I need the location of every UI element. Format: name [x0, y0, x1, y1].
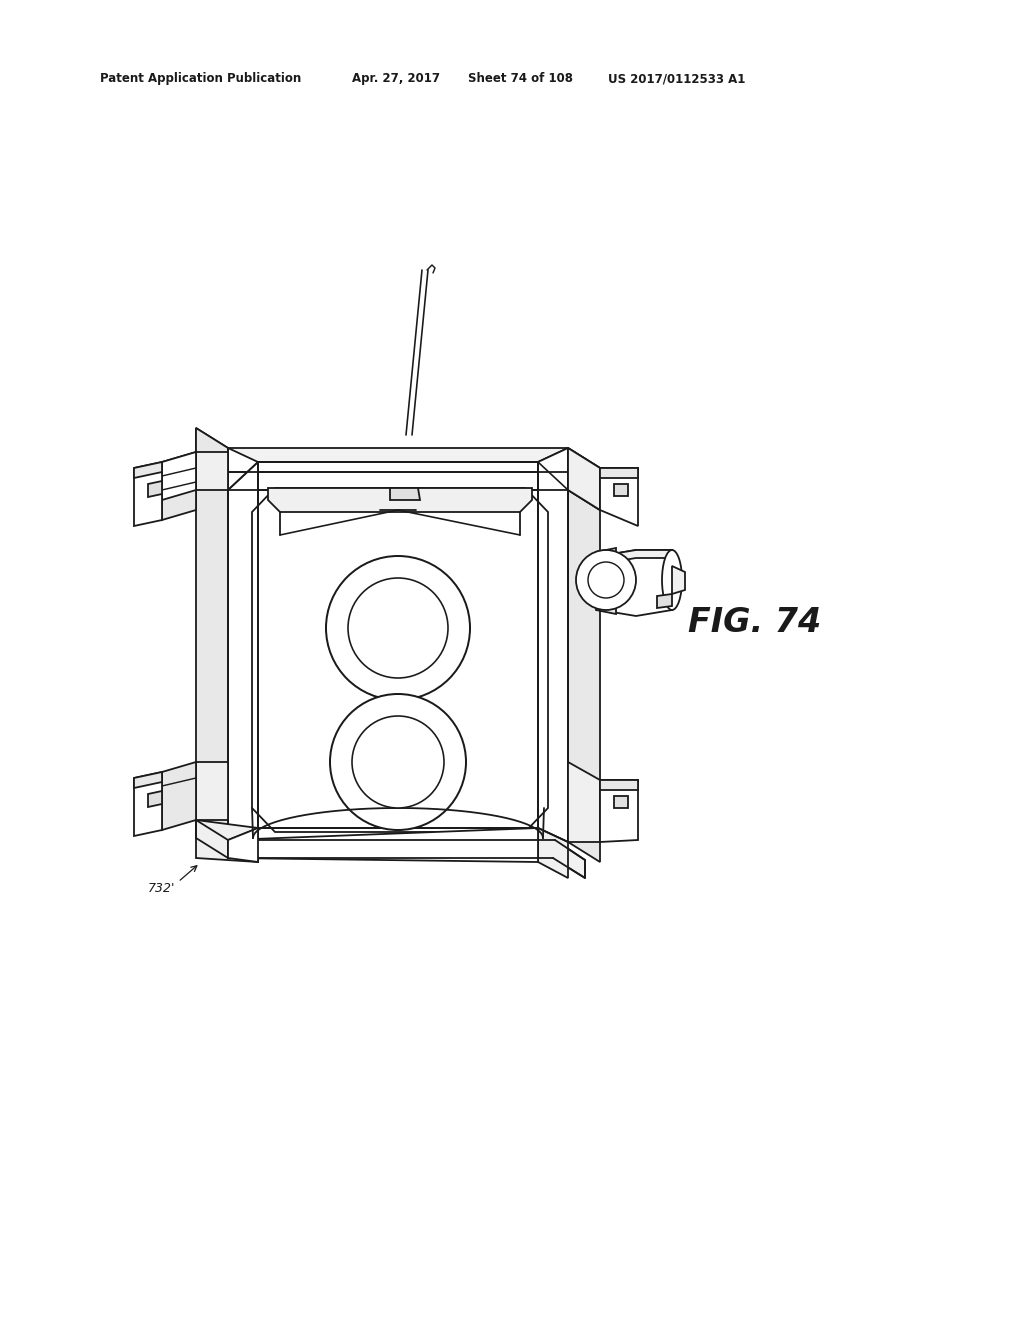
Polygon shape — [196, 428, 228, 840]
Polygon shape — [600, 469, 638, 525]
Text: Apr. 27, 2017: Apr. 27, 2017 — [352, 73, 440, 84]
Ellipse shape — [662, 550, 682, 610]
Polygon shape — [568, 762, 600, 842]
Polygon shape — [600, 550, 672, 616]
Polygon shape — [196, 820, 258, 862]
Polygon shape — [228, 462, 258, 840]
Polygon shape — [228, 828, 258, 862]
Polygon shape — [390, 488, 420, 500]
Polygon shape — [162, 451, 196, 520]
Polygon shape — [196, 762, 228, 820]
Polygon shape — [228, 447, 258, 840]
Circle shape — [575, 550, 636, 610]
Polygon shape — [162, 762, 196, 830]
Polygon shape — [600, 469, 638, 478]
Text: 732': 732' — [148, 882, 175, 895]
Circle shape — [352, 715, 444, 808]
Polygon shape — [568, 447, 600, 862]
Polygon shape — [538, 447, 568, 842]
Polygon shape — [252, 488, 548, 832]
Polygon shape — [568, 447, 600, 510]
Polygon shape — [134, 462, 162, 478]
Polygon shape — [196, 820, 585, 878]
Circle shape — [330, 694, 466, 830]
Polygon shape — [196, 451, 600, 510]
Polygon shape — [538, 447, 568, 842]
Polygon shape — [228, 828, 538, 862]
Text: Sheet 74 of 108: Sheet 74 of 108 — [468, 73, 573, 84]
Polygon shape — [600, 550, 672, 564]
Polygon shape — [614, 796, 628, 808]
Polygon shape — [196, 451, 228, 490]
Polygon shape — [672, 566, 685, 594]
Polygon shape — [268, 488, 532, 512]
Polygon shape — [600, 780, 638, 842]
Polygon shape — [148, 480, 162, 498]
Polygon shape — [196, 428, 600, 492]
Polygon shape — [134, 772, 162, 788]
Circle shape — [326, 556, 470, 700]
Polygon shape — [134, 462, 162, 525]
Polygon shape — [134, 772, 162, 836]
Text: Patent Application Publication: Patent Application Publication — [100, 73, 301, 84]
Circle shape — [348, 578, 449, 678]
Polygon shape — [258, 462, 538, 828]
Polygon shape — [614, 484, 628, 496]
Circle shape — [588, 562, 624, 598]
Polygon shape — [600, 780, 638, 789]
Text: FIG. 74: FIG. 74 — [688, 606, 821, 639]
Polygon shape — [162, 451, 196, 500]
Polygon shape — [538, 828, 568, 878]
Polygon shape — [596, 548, 616, 614]
Text: US 2017/0112533 A1: US 2017/0112533 A1 — [608, 73, 745, 84]
Polygon shape — [148, 791, 162, 807]
Polygon shape — [657, 594, 672, 609]
